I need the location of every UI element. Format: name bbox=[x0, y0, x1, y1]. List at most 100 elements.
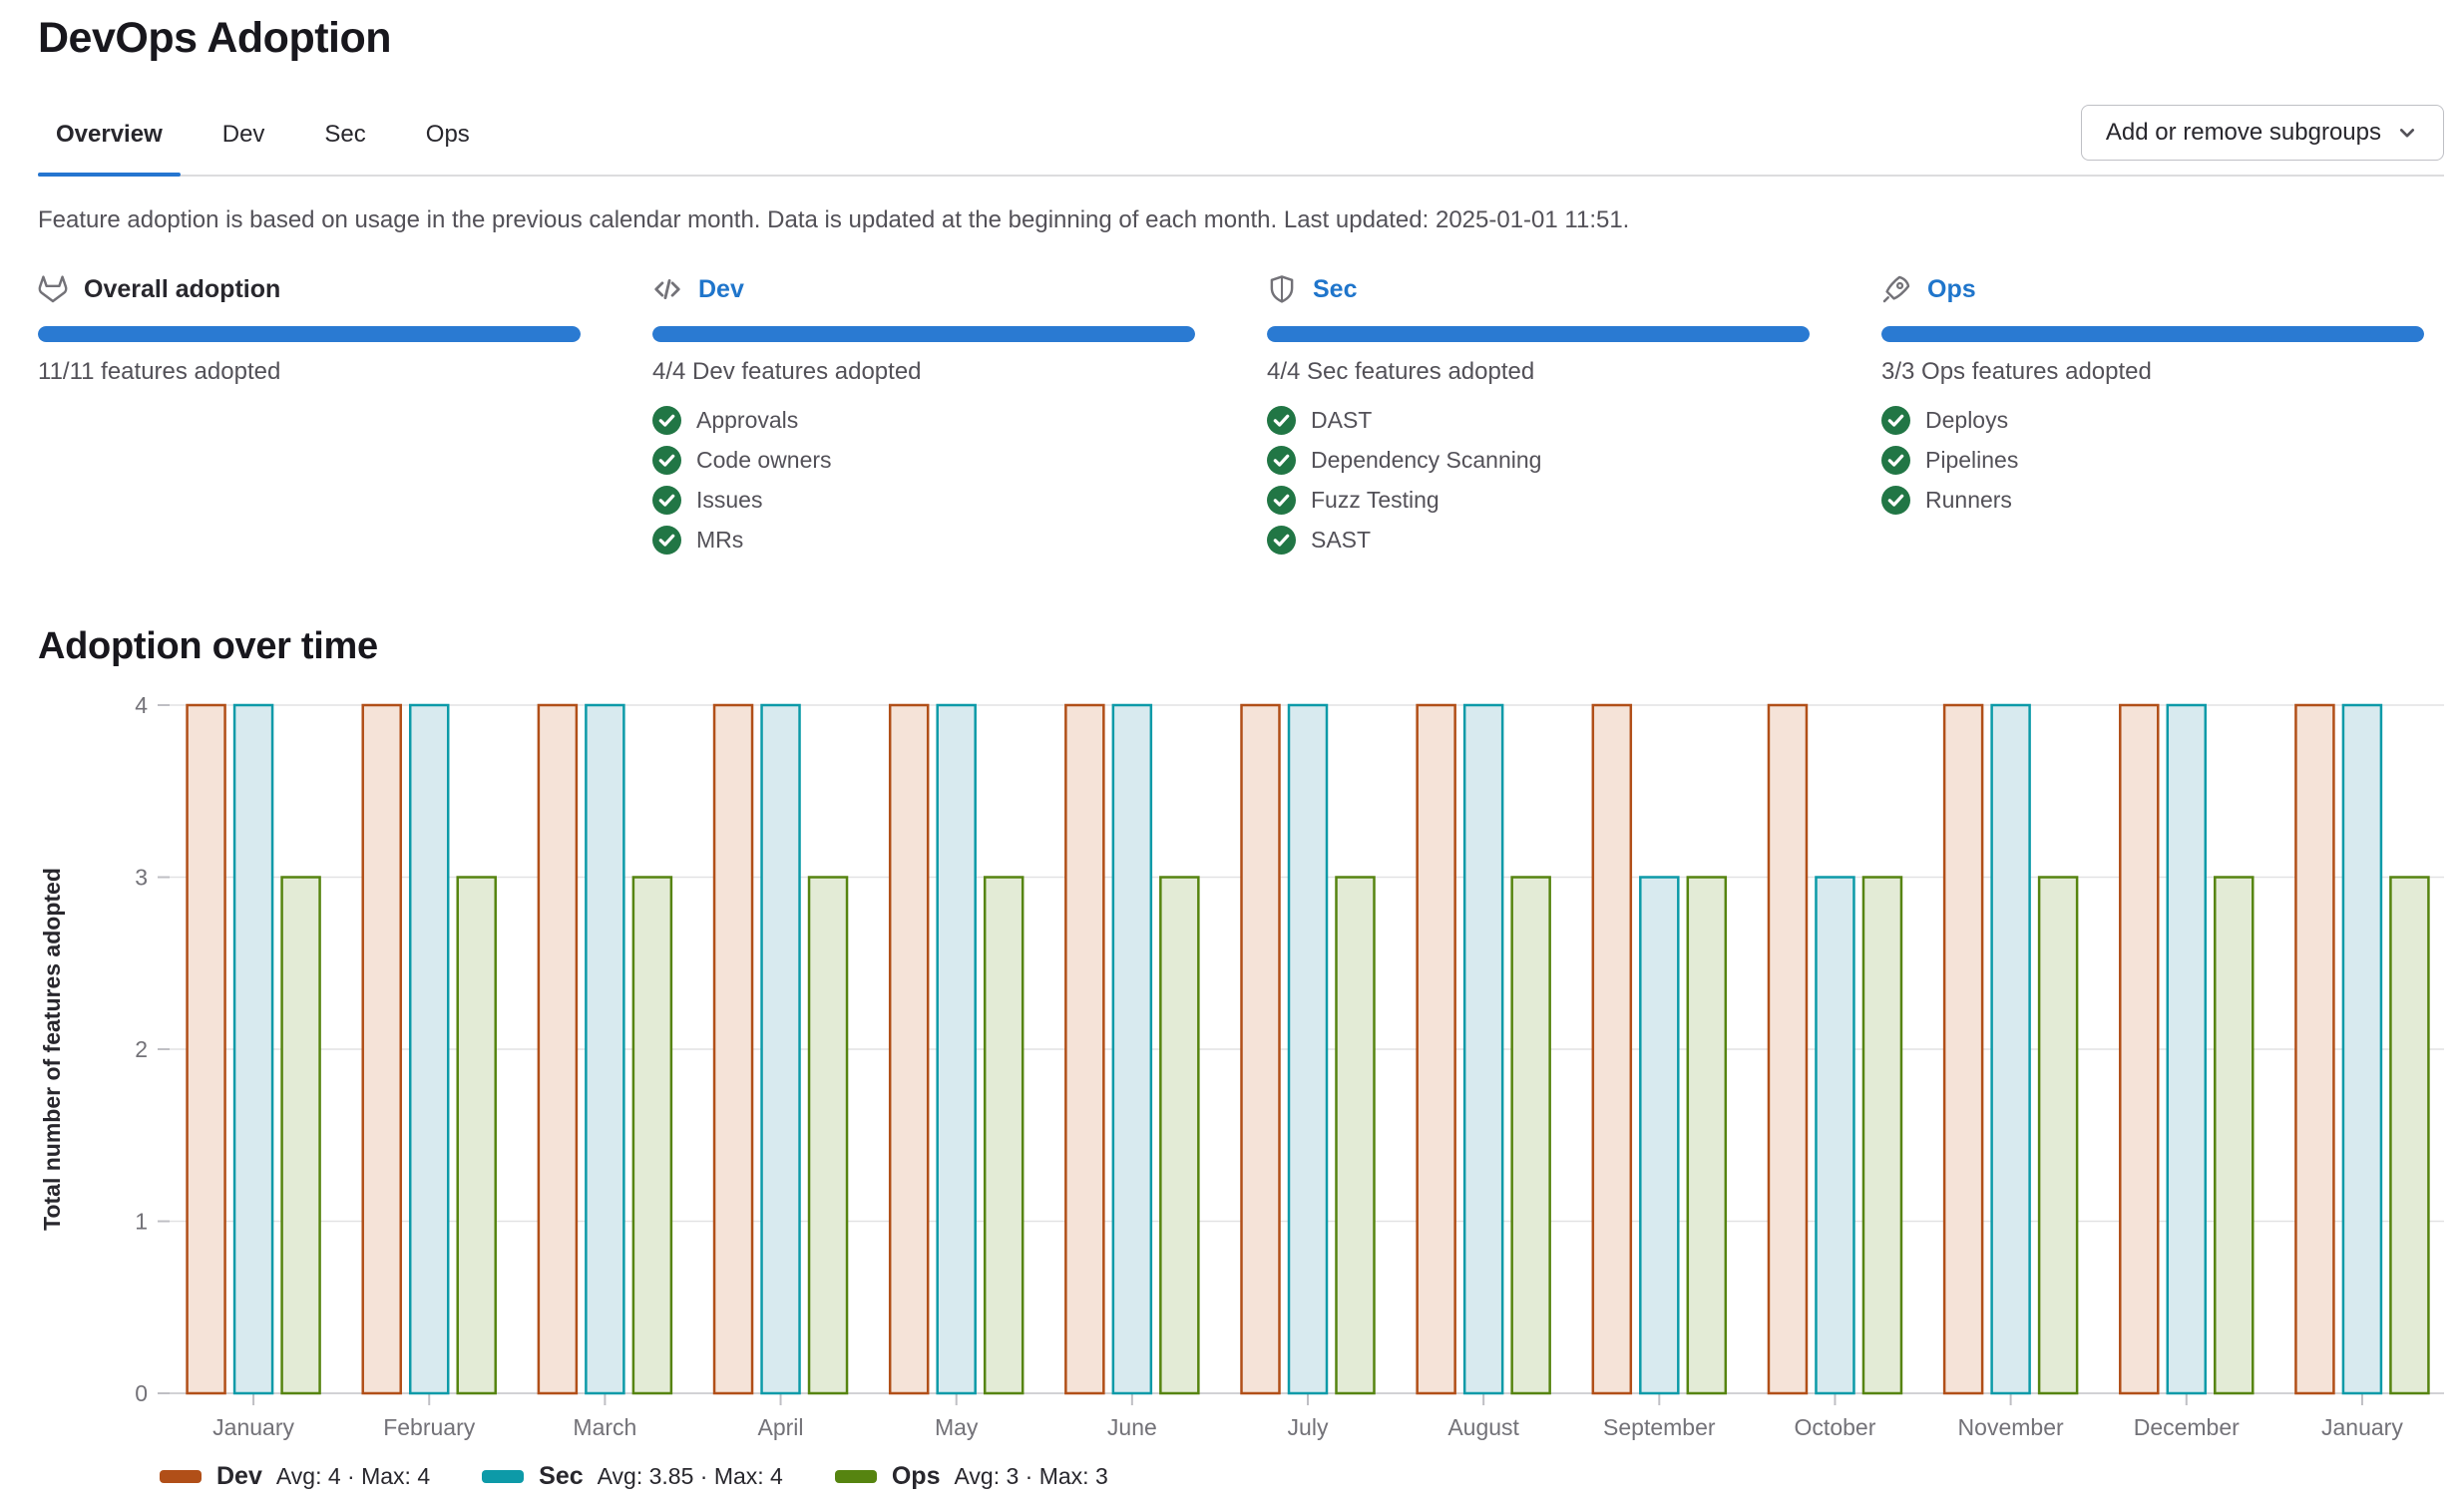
feature-list: Deploys Pipelines Runners bbox=[1881, 400, 2424, 520]
tab-sec[interactable]: Sec bbox=[324, 121, 366, 148]
bar-ops-january bbox=[280, 876, 321, 1395]
y-tick-label: 0 bbox=[135, 1380, 148, 1406]
tabs-nav: Overview Dev Sec Ops bbox=[38, 121, 512, 177]
feature-item: DAST bbox=[1267, 400, 1810, 440]
legend-swatch-sec bbox=[482, 1470, 525, 1483]
features-adopted-count: 4/4 Sec features adopted bbox=[1267, 358, 1535, 385]
tanuki-icon bbox=[38, 274, 68, 304]
legend-series-stats: Avg: 3.85 · Max: 4 bbox=[597, 1463, 783, 1489]
bar-dev-january bbox=[2294, 703, 2335, 1395]
bar-sec-january bbox=[232, 703, 274, 1395]
feature-item: MRs bbox=[652, 520, 1195, 560]
adoption-over-time-title: Adoption over time bbox=[38, 625, 378, 667]
card-title[interactable]: Dev bbox=[698, 274, 744, 303]
feature-item: Approvals bbox=[652, 400, 1195, 440]
bar-dev-february bbox=[361, 703, 402, 1395]
check-circle-icon bbox=[652, 525, 681, 555]
y-tick-label: 4 bbox=[135, 692, 148, 718]
adoption-progress-bar bbox=[1267, 326, 1810, 342]
y-tick-label: 1 bbox=[135, 1209, 148, 1235]
card-header: Overall adoption bbox=[38, 274, 581, 304]
legend-swatch-dev bbox=[160, 1470, 202, 1483]
legend-item-dev[interactable]: Dev Avg: 4 · Max: 4 bbox=[160, 1462, 430, 1491]
page-title: DevOps Adoption bbox=[38, 14, 392, 62]
bar-sec-december bbox=[2166, 703, 2208, 1395]
check-circle-icon bbox=[1267, 445, 1296, 475]
feature-item: Pipelines bbox=[1881, 440, 2424, 480]
bar-ops-march bbox=[631, 876, 673, 1395]
add-remove-subgroups-button[interactable]: Add or remove subgroups bbox=[2080, 105, 2444, 161]
feature-list: Approvals Code owners Issues MRs bbox=[652, 400, 1195, 560]
feature-label: DAST bbox=[1311, 406, 1373, 433]
feature-label: Code owners bbox=[696, 446, 832, 473]
bar-dev-october bbox=[1767, 703, 1809, 1395]
x-tick-label: March bbox=[573, 1414, 636, 1440]
check-circle-icon bbox=[1881, 485, 1910, 515]
tab-bar: Overview Dev Sec Ops Add or remove subgroup… bbox=[38, 105, 2444, 177]
tab-ops[interactable]: Ops bbox=[425, 121, 470, 148]
card-header: Sec bbox=[1267, 274, 1810, 304]
bar-dev-september bbox=[1591, 703, 1633, 1395]
tab-dev[interactable]: Dev bbox=[221, 121, 265, 148]
x-tick-label: August bbox=[1447, 1414, 1519, 1440]
x-tick-label: May bbox=[935, 1414, 979, 1440]
legend-item-ops[interactable]: Ops Avg: 3 · Max: 3 bbox=[834, 1462, 1108, 1491]
feature-label: Issues bbox=[696, 486, 763, 513]
adoption-progress-fill bbox=[652, 326, 1195, 342]
chevron-down-icon bbox=[2395, 121, 2419, 145]
x-tick-label: January bbox=[2321, 1414, 2403, 1440]
features-adopted-count: 3/3 Ops features adopted bbox=[1881, 358, 2152, 385]
adoption-card-overall-adoption: Overall adoption 11/11 features adopted bbox=[38, 274, 581, 560]
x-tick-label: September bbox=[1603, 1414, 1716, 1440]
card-title[interactable]: Sec bbox=[1313, 274, 1358, 303]
bar-sec-october bbox=[1815, 876, 1855, 1395]
x-tick-label: June bbox=[1107, 1414, 1157, 1440]
x-tick-label: November bbox=[1958, 1414, 2064, 1440]
card-header: Ops bbox=[1881, 274, 2424, 304]
bar-dev-march bbox=[537, 703, 579, 1395]
check-circle-icon bbox=[1267, 405, 1296, 435]
feature-item: Issues bbox=[652, 480, 1195, 520]
bar-sec-july bbox=[1287, 703, 1329, 1395]
y-tick-label: 3 bbox=[135, 865, 148, 891]
y-axis-label: Total number of features adopted bbox=[39, 868, 65, 1231]
legend-series-name: Ops bbox=[891, 1462, 941, 1490]
bar-ops-august bbox=[1510, 876, 1551, 1395]
legend-item-sec[interactable]: Sec Avg: 3.85 · Max: 4 bbox=[482, 1462, 783, 1491]
adoption-progress-fill bbox=[38, 326, 581, 342]
bar-sec-november bbox=[1990, 703, 2031, 1395]
tab-overview[interactable]: Overview bbox=[38, 121, 181, 177]
shield-icon bbox=[1267, 274, 1297, 304]
bar-dev-may bbox=[888, 703, 930, 1395]
x-tick-label: July bbox=[1288, 1414, 1329, 1440]
chart-legend: Dev Avg: 4 · Max: 4 Sec Avg: 3.85 · Max: 4 O… bbox=[38, 1462, 2444, 1491]
feature-item: Code owners bbox=[652, 440, 1195, 480]
card-title[interactable]: Ops bbox=[1927, 274, 1976, 303]
bar-dev-april bbox=[712, 703, 754, 1395]
card-header: Dev bbox=[652, 274, 1195, 304]
features-adopted-count: 11/11 features adopted bbox=[38, 358, 281, 385]
bar-sec-march bbox=[585, 703, 625, 1395]
bar-ops-october bbox=[1861, 876, 1903, 1395]
bar-dev-november bbox=[1942, 703, 1984, 1395]
features-adopted-count: 4/4 Dev features adopted bbox=[652, 358, 922, 385]
legend-swatch-ops bbox=[834, 1470, 877, 1483]
feature-list: DAST Dependency Scanning Fuzz Testing SAST bbox=[1267, 400, 1810, 560]
bar-dev-january bbox=[186, 703, 226, 1395]
bar-ops-april bbox=[807, 876, 849, 1395]
feature-label: Fuzz Testing bbox=[1311, 486, 1439, 513]
check-circle-icon bbox=[1881, 445, 1910, 475]
feature-label: Dependency Scanning bbox=[1311, 446, 1542, 473]
bar-dev-december bbox=[2119, 703, 2160, 1395]
x-tick-label: October bbox=[1795, 1414, 1876, 1440]
feature-label: Runners bbox=[1925, 486, 2012, 513]
adoption-card-ops: Ops 3/3 Ops features adopted Deploys Pipeli… bbox=[1881, 274, 2424, 560]
bar-chart-canvas: Total number of features adopted 0 1 2 3 4 Jan… bbox=[39, 692, 2444, 1440]
adoption-progress-bar bbox=[652, 326, 1195, 342]
bar-dev-july bbox=[1240, 703, 1281, 1395]
adoption-card-dev: Dev 4/4 Dev features adopted Approvals Code… bbox=[652, 274, 1195, 560]
adoption-card-sec: Sec 4/4 Sec features adopted DAST Dependenc… bbox=[1267, 274, 1810, 560]
feature-label: Deploys bbox=[1925, 406, 2009, 433]
check-circle-icon bbox=[1267, 485, 1296, 515]
adoption-over-time-chart: Total number of features adopted 0 1 2 3 4 Jan… bbox=[38, 690, 2444, 1491]
